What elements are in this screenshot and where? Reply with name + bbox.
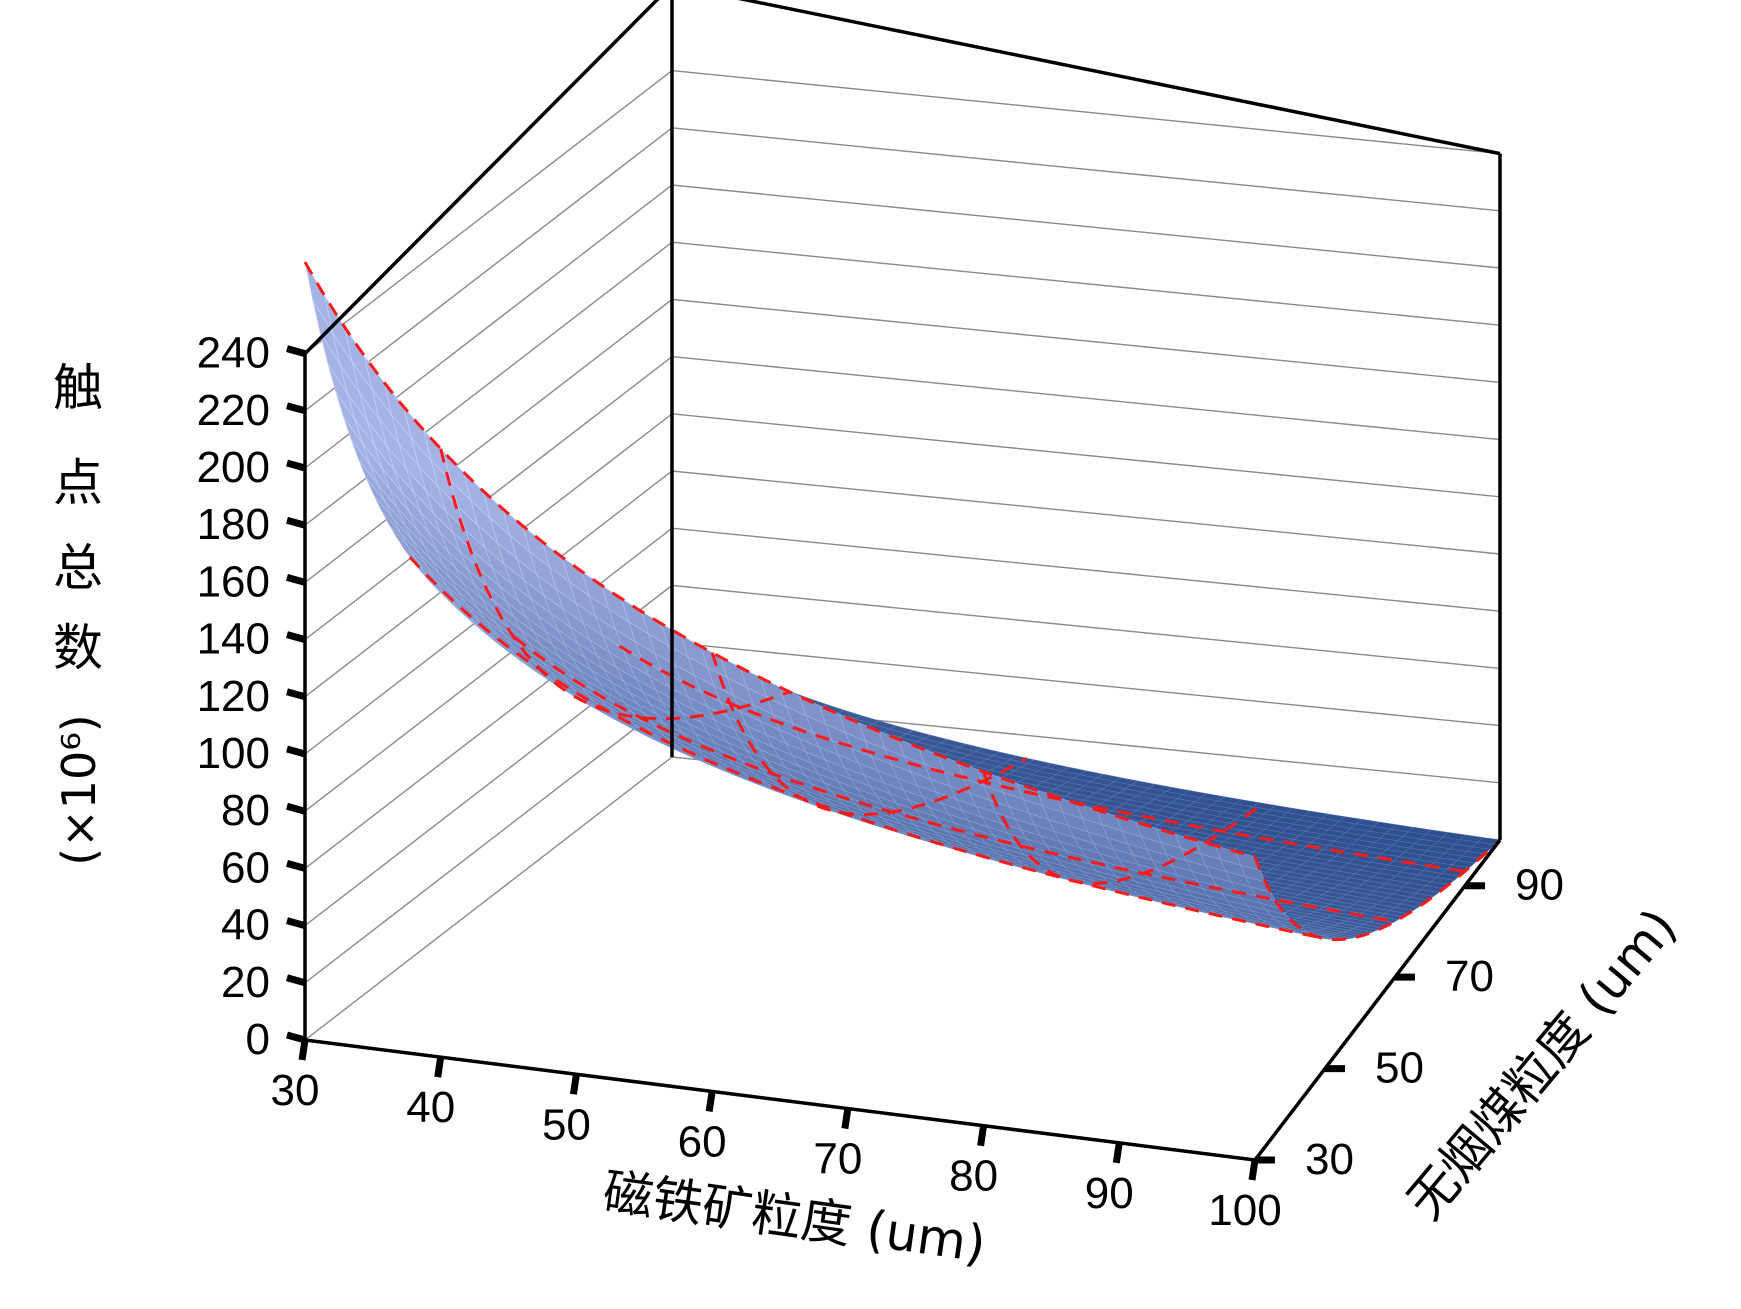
z-tick-label: 20	[221, 958, 270, 1007]
z-gridline	[304, 184, 1501, 469]
z-tick-mark	[286, 459, 306, 472]
x-tick-label: 50	[542, 1100, 591, 1149]
z-tick-mark	[286, 631, 306, 643]
zlabel-char-3: 总	[53, 539, 103, 597]
z-tick-label: 40	[221, 901, 270, 950]
z-tick-mark	[286, 402, 306, 415]
x-tick-label: 60	[678, 1117, 727, 1166]
z-tick-label: 120	[197, 672, 270, 721]
x-tick-mark	[434, 1056, 445, 1078]
z-tick-mark	[286, 917, 306, 929]
z-tick-label: 200	[197, 443, 270, 492]
tick-layer: 0 20 40 60 80 100 120 140 160 180 200 220 240 30 40 50 6…	[197, 329, 1564, 1235]
zlabel-unit: (×10⁶)	[52, 714, 106, 865]
z-tick-label: 240	[197, 329, 270, 378]
z-tick-label: 160	[197, 557, 270, 606]
x-tick-label: 40	[406, 1083, 455, 1132]
z-tick-label: 140	[197, 615, 270, 664]
z-tick-mark	[286, 802, 306, 815]
zlabel-char-2: 点	[53, 454, 103, 512]
contour-line-x40	[439, 448, 791, 721]
x-tick-label: 30	[271, 1066, 320, 1115]
z-tick-mark	[286, 574, 306, 586]
x-tick-mark	[569, 1073, 580, 1095]
z-tick-label: 60	[221, 843, 270, 892]
x-tick-mark	[1112, 1142, 1123, 1164]
x-tick-label: 90	[1085, 1169, 1134, 1218]
z-tick-mark	[286, 1031, 306, 1044]
z-tick-mark	[286, 688, 306, 701]
x-tick-mark	[705, 1090, 716, 1112]
contour-line-y90	[618, 644, 1466, 873]
ylabel: 无烟煤粒度 (um)	[1396, 898, 1688, 1230]
xlabel: 磁铁矿粒度 (um)	[600, 1163, 990, 1274]
z-tick-mark	[286, 860, 306, 872]
surface-layer	[303, 261, 1502, 942]
x-tick-mark	[298, 1039, 309, 1061]
x-tick-label: 70	[813, 1135, 862, 1184]
z-tick-mark	[286, 345, 306, 357]
contour-line-y50	[408, 556, 1326, 941]
contour-line-y30	[303, 261, 1256, 859]
zlabel-char-1: 触	[53, 359, 103, 417]
z-tick-label: 0	[246, 1015, 270, 1064]
contour-line-x80	[982, 771, 1265, 885]
z-gridline	[304, 69, 1501, 355]
contour-line-x60	[710, 652, 1028, 816]
frame-top	[303, 0, 1501, 355]
y-tick-label: 70	[1445, 952, 1494, 1001]
contour-line-y70	[513, 636, 1396, 923]
x-tick-mark	[841, 1108, 852, 1130]
z-tick-mark	[286, 516, 306, 529]
surface-patch	[1234, 850, 1261, 871]
z-tick-label: 180	[197, 500, 270, 549]
y-tick-label: 30	[1305, 1135, 1354, 1184]
x-tick-mark	[977, 1125, 988, 1147]
z-tick-mark	[286, 745, 306, 758]
x-tick-label: 100	[1208, 1186, 1281, 1235]
contour-line-x100	[1253, 838, 1502, 942]
zlabel-char-4: 数	[53, 619, 103, 677]
x-tick-label: 80	[949, 1152, 998, 1201]
z-tick-label: 100	[197, 729, 270, 778]
z-tick-label: 80	[221, 786, 270, 835]
z-tick-label: 220	[197, 386, 270, 435]
z-gridline	[304, 127, 1501, 412]
z-tick-mark	[286, 974, 306, 987]
z-gridline	[304, 241, 1501, 526]
x-tick-mark	[1248, 1159, 1259, 1181]
y-tick-label: 90	[1515, 861, 1564, 910]
y-tick-label: 50	[1375, 1044, 1424, 1093]
